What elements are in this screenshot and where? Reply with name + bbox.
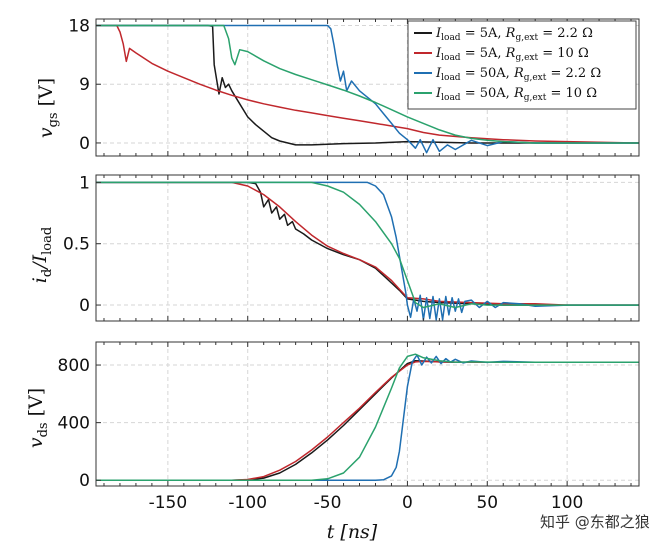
legend-entries: Iload = 5A, Rg,ext = 2.2 Ω Iload = 5A, Rg… [414,26,601,103]
y-tick-label: 0 [79,296,90,316]
x-tick-label: 50 [476,493,498,513]
panel-id: 00.51 id/Iload [29,173,640,322]
legend-entry-label: Iload = 5A, Rg,ext = 2.2 Ω [435,26,593,43]
series-line-red [96,181,639,306]
legend-entry-label: Iload = 5A, Rg,ext = 10 Ω [435,46,589,63]
legend-entry-label: Iload = 50A, Rg,ext = 2.2 Ω [435,66,601,83]
series-line-blue [96,181,639,321]
panel-vgs-ticks: 0 9 18 [68,17,632,156]
legend: Iload = 5A, Rg,ext = 2.2 Ω Iload = 5A, Rg… [407,20,637,110]
x-axis-label: t [ns] [327,521,378,543]
legend-entry-label: Iload = 50A, Rg,ext = 10 Ω [435,86,597,103]
x-tick-label: 0 [402,493,413,513]
series-line-blue [96,24,639,154]
series-line-red [96,360,639,481]
panel-vgs: 0 9 18 vgs [V] [35,17,640,157]
x-tick-label: -100 [228,493,267,513]
series-line-green [96,353,639,481]
series-line-blue [96,354,639,481]
y-tick-label: 800 [58,356,90,376]
series-line-black [96,359,639,481]
panel-vgs-frame [95,18,640,157]
series-line-green [96,24,639,144]
y-tick-label: 9 [79,75,90,95]
panel-id-frame [95,174,640,322]
y-tick-label: 400 [58,414,90,434]
panel-vds-ticks: 0 400 800 -150 -100 -50 0 50 100 [58,342,632,513]
series-line-green [96,181,639,309]
y-tick-label: 1 [79,173,90,193]
watermark-text: 知乎 @东都之狼 [540,513,650,531]
y-tick-label: 0.5 [63,235,90,255]
panel-vgs-lines [96,24,640,154]
series-line-red [96,24,640,144]
x-tick-label: -50 [314,493,342,513]
series-line-black [96,181,639,306]
panel-vds-lines [96,353,639,481]
panel-id-ticks: 00.51 [63,173,632,321]
panel-vds-frame [95,341,640,487]
panel-vds-ylabel: vds [V] [25,388,51,448]
legend-box [407,20,637,110]
panel-vgs-ylabel: vgs [V] [35,78,61,138]
x-tick-label: 100 [551,493,583,513]
y-tick-label: 18 [68,17,90,37]
panel-vds: 0 400 800 -150 -100 -50 0 50 100 vds [V] [25,341,640,513]
y-tick-label: 0 [79,134,90,154]
y-tick-label: 0 [79,471,90,491]
panel-id-lines [96,181,639,321]
panel-id-grid [96,175,639,321]
panel-vds-grid [96,342,639,486]
panel-id-ylabel: id/Iload [29,227,55,283]
x-tick-label: -150 [149,493,188,513]
